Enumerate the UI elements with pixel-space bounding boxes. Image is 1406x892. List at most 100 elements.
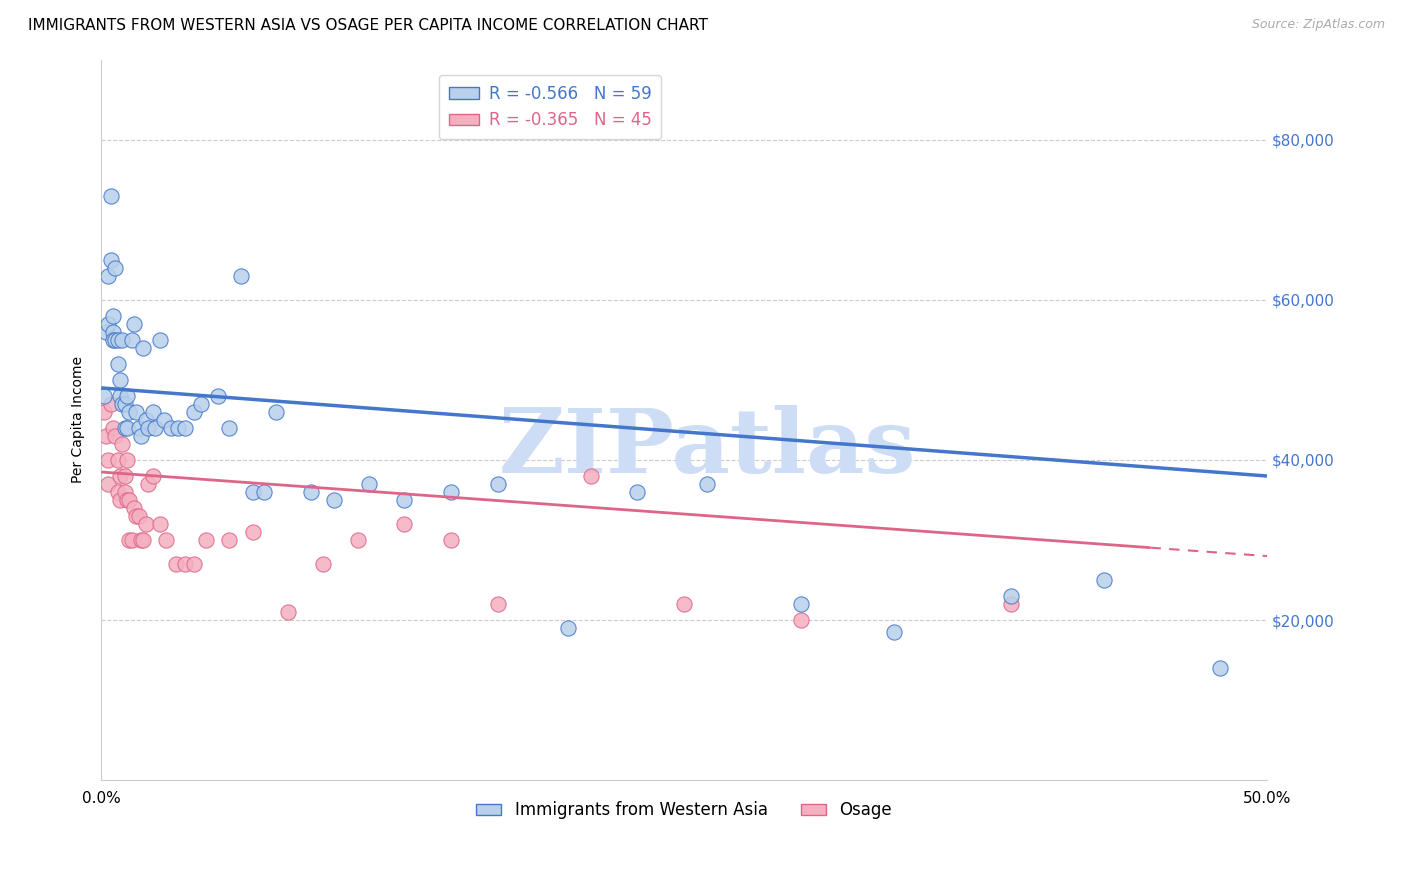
Point (148, 333, 170, 347)
Point (115, 453, 138, 467)
Point (673, 597, 696, 611)
Point (346, 533, 368, 547)
Point (122, 501, 145, 516)
Point (114, 469, 136, 483)
Point (218, 533, 240, 547)
Point (97, 453, 120, 467)
Point (190, 397, 212, 411)
Point (486, 477, 509, 491)
Point (165, 557, 187, 571)
Point (1000, 597, 1022, 611)
Point (153, 413, 176, 427)
Point (121, 533, 143, 547)
Point (195, 533, 218, 547)
Point (183, 405, 205, 419)
Point (141, 469, 163, 483)
Point (101, 333, 124, 347)
Point (394, 493, 416, 508)
Point (101, 421, 124, 435)
Point (118, 533, 141, 547)
Point (242, 485, 264, 500)
Point (626, 485, 648, 500)
Point (136, 421, 159, 435)
Point (242, 524, 264, 539)
Point (440, 485, 463, 500)
Point (93, 405, 115, 419)
Point (97, 477, 120, 491)
Point (108, 389, 131, 403)
Point (107, 357, 129, 371)
Point (94, 429, 117, 443)
Point (108, 493, 131, 508)
Point (107, 485, 129, 500)
Point (183, 557, 205, 571)
Point (136, 477, 159, 491)
Point (111, 397, 134, 411)
Point (111, 437, 134, 451)
Text: IMMIGRANTS FROM WESTERN ASIA VS OSAGE PER CAPITA INCOME CORRELATION CHART: IMMIGRANTS FROM WESTERN ASIA VS OSAGE PE… (28, 18, 709, 33)
Point (97, 317, 120, 331)
Point (440, 533, 463, 547)
Point (579, 469, 602, 483)
Point (299, 485, 322, 500)
Point (115, 421, 138, 435)
Point (134, 413, 156, 427)
Point (128, 421, 150, 435)
Legend: Immigrants from Western Asia, Osage: Immigrants from Western Asia, Osage (470, 795, 898, 826)
Point (100, 188, 122, 202)
Point (104, 260, 127, 275)
Point (253, 485, 276, 500)
Point (155, 533, 177, 547)
Point (207, 389, 229, 403)
Point (122, 317, 145, 331)
Point (789, 613, 811, 627)
Point (115, 493, 138, 508)
Point (132, 341, 155, 355)
Point (94, 325, 117, 339)
Point (104, 429, 127, 443)
Point (101, 325, 124, 339)
Point (118, 405, 141, 419)
Point (264, 405, 287, 419)
Point (108, 469, 131, 483)
Point (118, 493, 141, 508)
Point (107, 453, 129, 467)
Point (104, 333, 127, 347)
Point (883, 625, 905, 640)
Point (1092, 573, 1115, 587)
Point (115, 389, 138, 403)
Point (277, 605, 299, 619)
Point (160, 421, 183, 435)
Text: ZIPatlas: ZIPatlas (499, 405, 917, 492)
Point (111, 333, 134, 347)
Point (312, 557, 335, 571)
Point (789, 597, 811, 611)
Point (125, 509, 148, 524)
Point (394, 517, 416, 532)
Point (108, 373, 131, 387)
Point (218, 421, 240, 435)
Point (129, 533, 152, 547)
Point (486, 597, 509, 611)
Y-axis label: Per Capita Income: Per Capita Income (72, 357, 86, 483)
Point (100, 252, 122, 267)
Point (167, 421, 190, 435)
Point (132, 533, 155, 547)
Point (129, 429, 152, 443)
Point (359, 477, 381, 491)
Point (134, 517, 156, 532)
Point (93, 389, 115, 403)
Point (114, 485, 136, 500)
Point (141, 405, 163, 419)
Point (323, 493, 346, 508)
Point (174, 557, 197, 571)
Point (128, 509, 150, 524)
Point (174, 421, 197, 435)
Point (148, 517, 170, 532)
Point (97, 268, 120, 283)
Point (114, 397, 136, 411)
Point (114, 421, 136, 435)
Point (1209, 661, 1232, 675)
Point (101, 309, 124, 323)
Text: Source: ZipAtlas.com: Source: ZipAtlas.com (1251, 18, 1385, 31)
